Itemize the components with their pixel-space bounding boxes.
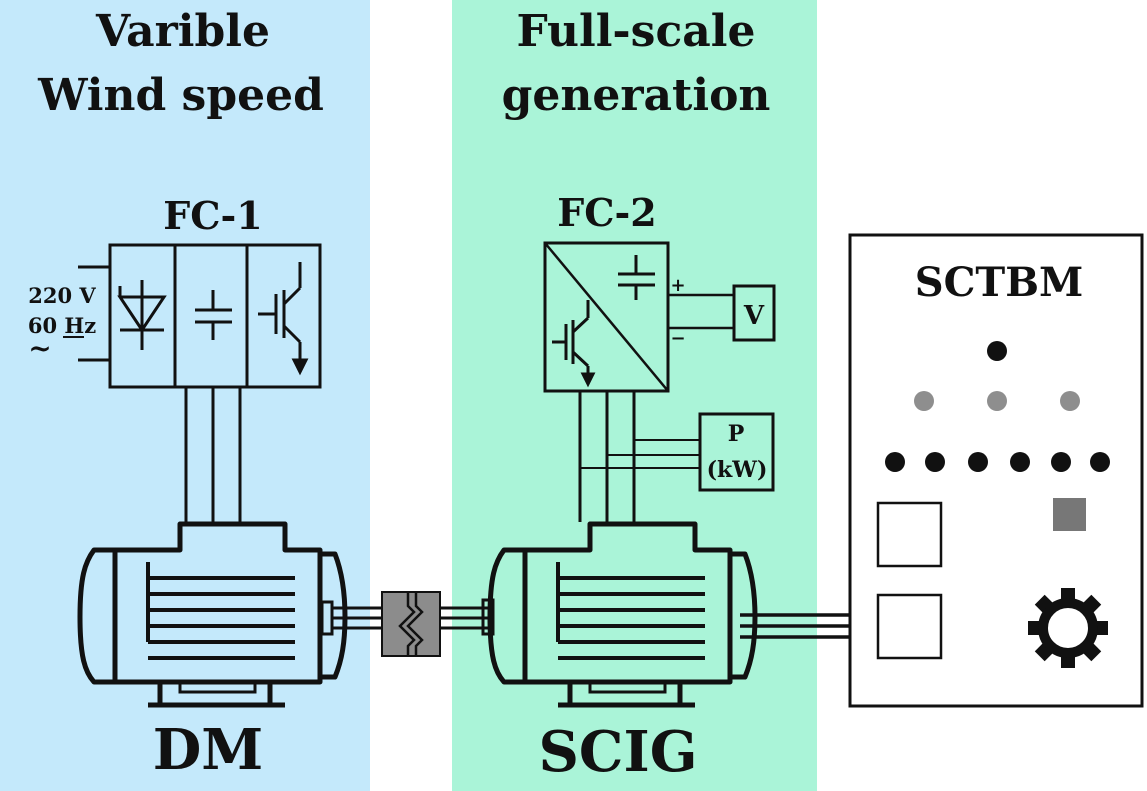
power-meter-label-top: P <box>728 421 745 447</box>
sctbm-button-top[interactable] <box>876 501 943 568</box>
indicator-led <box>1010 452 1030 472</box>
dc-plus-sign: + <box>670 275 685 296</box>
fc2-label: FC-2 <box>557 190 656 235</box>
left-title-line2: Wind speed <box>37 70 324 121</box>
dm-shaft <box>332 606 382 630</box>
fc1-converter <box>78 243 322 389</box>
fc1-label: FC-1 <box>163 193 262 238</box>
voltmeter-box <box>732 284 776 342</box>
indicator-led <box>987 341 1007 361</box>
fc1-supply-symbol: ~ <box>28 332 51 365</box>
sctbm-button-bottom[interactable] <box>876 593 943 660</box>
indicator-led <box>1090 452 1110 472</box>
indicator-led <box>914 391 934 411</box>
dm-label: DM <box>153 717 264 783</box>
scig-sctbm-shaft <box>740 613 850 639</box>
indicator-led <box>987 391 1007 411</box>
fc1-supply-voltage: 220 V <box>28 283 96 308</box>
fc1-capacitor-icon <box>195 290 232 340</box>
indicator-led <box>968 452 988 472</box>
power-meter-box <box>698 412 775 492</box>
dc-link-leads <box>668 293 734 330</box>
indicator-led <box>1051 452 1071 472</box>
middle-title-line2: generation <box>502 70 771 121</box>
fc1-igbt-icon <box>258 262 309 376</box>
fc2-scig-cables <box>578 391 636 522</box>
sctbm-status-square <box>1053 498 1086 531</box>
left-title-line1: Varible <box>95 6 270 57</box>
fc1-dm-cables <box>184 387 242 522</box>
middle-title-line1: Full-scale <box>517 6 756 57</box>
fc2-igbt-icon <box>552 300 596 388</box>
shaft-coupling <box>381 591 441 657</box>
power-meter-label-bottom: (kW) <box>707 457 768 483</box>
dc-minus-sign: − <box>670 328 685 349</box>
indicator-led <box>885 452 905 472</box>
indicator-led <box>1060 391 1080 411</box>
voltmeter-label: V <box>743 301 765 331</box>
fc1-supply-frequency: 60 Hz <box>28 313 96 338</box>
fc2-capacitor-icon <box>618 255 655 300</box>
scig-label: SCIG <box>538 719 697 785</box>
diode-icon <box>117 280 167 350</box>
sctbm-label: SCTBM <box>915 259 1084 306</box>
indicator-led <box>925 452 945 472</box>
power-meter-taps <box>580 439 700 469</box>
